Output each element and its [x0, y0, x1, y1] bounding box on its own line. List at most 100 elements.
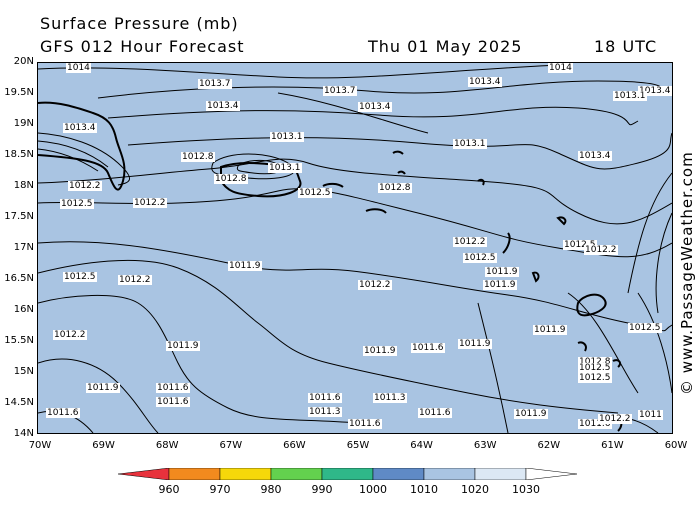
- latitude-label: 19N: [13, 118, 34, 129]
- map-subtitle: GFS 012 Hour Forecast: [40, 37, 245, 56]
- isobar-line: [38, 158, 672, 225]
- isobar-label: 1013.4: [206, 101, 240, 111]
- isobar-label: 1012.5: [578, 363, 612, 373]
- isobar-label: 1012.2: [68, 181, 102, 191]
- isobar-line: [107, 106, 639, 126]
- isobar-label: 1013.4: [358, 102, 392, 112]
- isobar-label: 1011.6: [578, 419, 612, 429]
- longitude-label: 68W: [155, 440, 179, 451]
- isobar-label: 1011.9: [363, 346, 397, 356]
- forecast-date: Thu 01 May 2025: [368, 37, 523, 56]
- isobar-line: [38, 140, 109, 168]
- isobar-label: 1011: [638, 410, 663, 420]
- isobar-label: 1011.9: [533, 325, 567, 335]
- isobar-label: 1011.9: [166, 341, 200, 351]
- isobar-label: 1011.3: [373, 393, 407, 403]
- latitude-label: 19.5N: [4, 87, 34, 98]
- coastline: [322, 182, 344, 188]
- longitude-label: 65W: [346, 440, 370, 451]
- longitude-label: 60W: [664, 440, 688, 451]
- isobar-label: 1011.9: [514, 409, 548, 419]
- isobar-label: 1012.2: [584, 245, 618, 255]
- forecast-time: 18 UTC: [594, 37, 658, 56]
- isobar-label: 1013.1: [453, 139, 487, 149]
- isobar-label: 1012.8: [214, 174, 248, 184]
- isobar-label: 1013.4: [468, 77, 502, 87]
- isobar-label: 1011.6: [308, 393, 342, 403]
- colorbar-tick-label: 990: [311, 483, 333, 496]
- latitude-label: 15N: [13, 366, 34, 377]
- longitude-label: 61W: [601, 440, 624, 451]
- isobar-label: 1013.1: [268, 163, 302, 173]
- isobar-label: 1011.6: [418, 408, 452, 418]
- isobar-line: [97, 80, 672, 99]
- longitude-label: 63W: [473, 440, 497, 451]
- isobar-label: 1012.2: [453, 237, 487, 247]
- coastline: [502, 232, 511, 254]
- colorbar-tick-label: 970: [209, 483, 231, 496]
- isobar-label: 1011.6: [348, 419, 382, 429]
- isobar-label: 1011.9: [485, 267, 519, 277]
- isobar-label: 1012.2: [598, 414, 632, 424]
- isobar-line: [637, 292, 672, 394]
- colorbar-tick-label: 1000: [359, 483, 387, 496]
- colorbar-segment: [372, 468, 425, 480]
- coastline: [220, 162, 302, 198]
- isobar-label: 1012.8: [378, 183, 412, 193]
- isobar-label: 1013.1: [613, 91, 647, 101]
- isobar-label: 1011.9: [483, 280, 517, 290]
- longitude-label: 62W: [537, 440, 561, 451]
- isobar-label: 1013.7: [198, 79, 232, 89]
- coastline: [612, 359, 622, 368]
- longitude-label: 69W: [92, 440, 115, 451]
- isobar-line: [38, 241, 672, 332]
- credit-text: © www.PassageWeather.com: [678, 151, 696, 395]
- isobar-label: 1012.5: [563, 240, 597, 250]
- isobar-label: 1013.4: [63, 123, 97, 133]
- colorbar-segment: [474, 468, 527, 480]
- isobar-label: 1012.5: [578, 373, 612, 383]
- isobar-label: 1012.5: [628, 323, 662, 333]
- isobar-line: [38, 132, 130, 186]
- isobar-label: 1011.3: [308, 407, 342, 417]
- coastline: [397, 170, 406, 175]
- isobar-label: 1012.2: [133, 198, 167, 208]
- latitude-label: 16N: [13, 304, 34, 315]
- latitude-label: 14.5N: [4, 397, 34, 408]
- coastline: [531, 271, 540, 283]
- coastline: [556, 216, 567, 226]
- latitude-label: 20N: [13, 56, 34, 67]
- colorbar-segment: [423, 468, 476, 480]
- isobar-label: 1011.6: [156, 383, 190, 393]
- isobar-label: 1011.6: [156, 397, 190, 407]
- isobar-line: [38, 294, 359, 424]
- isobar-line: [38, 259, 619, 414]
- coastline: [392, 150, 404, 155]
- colorbar-segment: [219, 468, 272, 480]
- isobar-label: 1012.5: [60, 199, 94, 209]
- coastline: [477, 178, 485, 186]
- isobar-label: 1012.2: [118, 275, 152, 285]
- coastline: [577, 341, 587, 352]
- isobar-line: [38, 358, 159, 433]
- isobar-label: 1011.9: [458, 339, 492, 349]
- isobar-label: 1012.2: [358, 280, 392, 290]
- latitude-label: 18.5N: [4, 149, 34, 160]
- coastline: [576, 293, 607, 317]
- isobar-line: [38, 148, 99, 172]
- isobar-label: 1012.5: [63, 272, 97, 282]
- colorbar-segment: [321, 468, 374, 480]
- colorbar-segment: [525, 468, 578, 480]
- pressure-map: 1014 1013.7 1013.7 1013.4 1013.4 1013.4 1013.1…: [37, 62, 673, 434]
- isobar-line: [277, 92, 429, 134]
- longitude-label: 64W: [410, 440, 433, 451]
- isobar-label: 1013.4: [638, 86, 672, 96]
- isobar-label: 1013.7: [323, 86, 357, 96]
- isobar-label: 1012.2: [53, 330, 87, 340]
- isobar-label: 1011.6: [411, 343, 445, 353]
- colorbar-tick-label: 960: [158, 483, 180, 496]
- longitude-label: 66W: [283, 440, 306, 451]
- isobar-line: [655, 212, 672, 314]
- isobar-label: 1014: [66, 63, 91, 73]
- colorbar-tick-label: 1010: [410, 483, 438, 496]
